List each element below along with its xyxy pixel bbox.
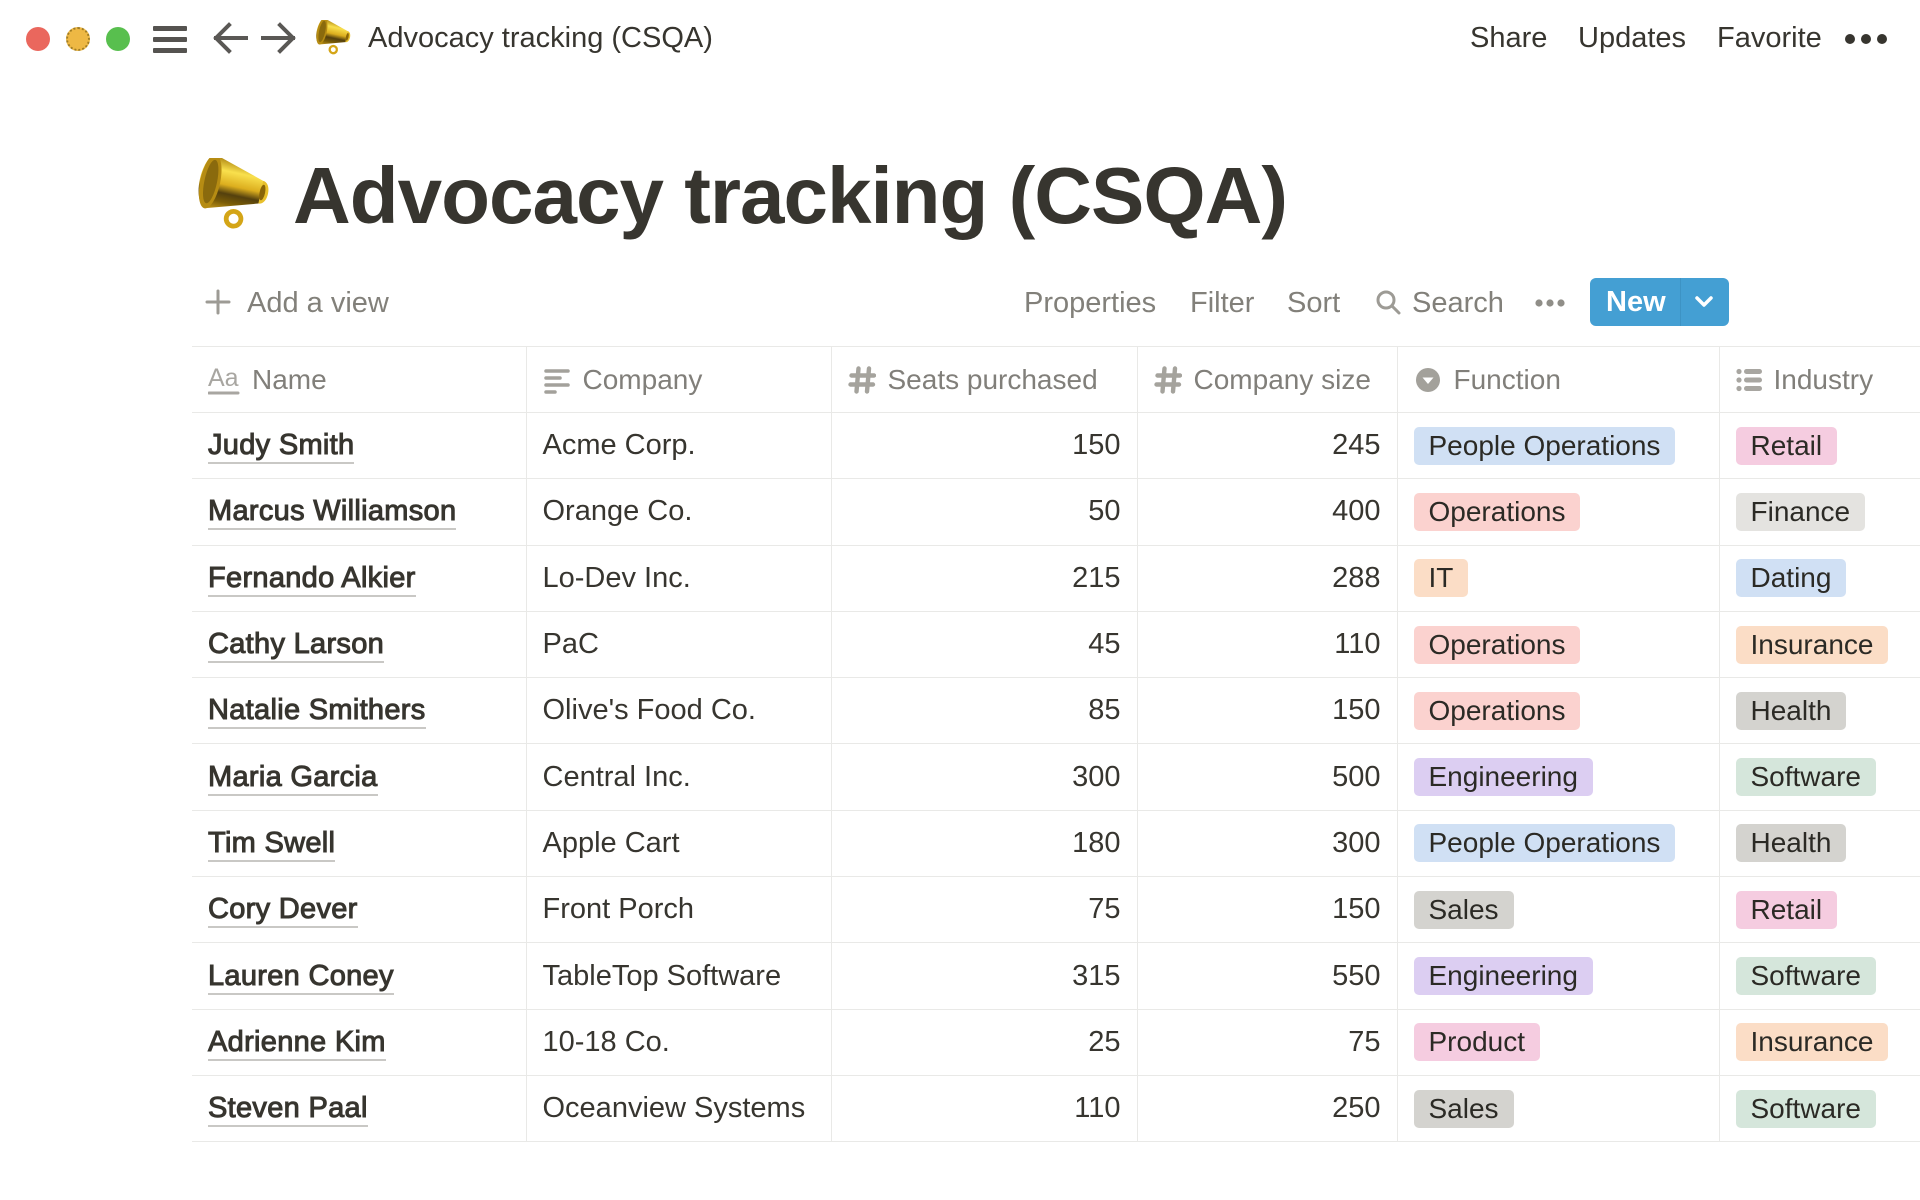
svg-text:Aa: Aa [208,364,239,392]
